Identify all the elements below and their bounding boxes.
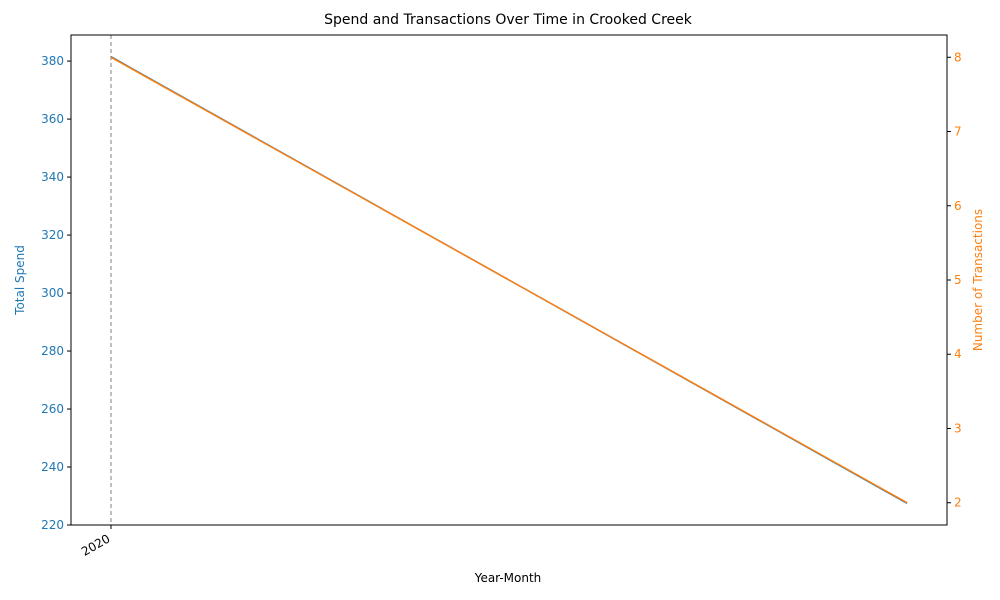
y-left-tick-label: 320 xyxy=(41,228,64,242)
y-right-tick-label: 5 xyxy=(954,273,962,287)
y-right-tick-label: 3 xyxy=(954,421,962,435)
y-right-axis-label: Number of Transactions xyxy=(971,209,985,351)
y-left-tick-label: 280 xyxy=(41,344,64,358)
x-axis-label: Year-Month xyxy=(474,571,542,585)
chart-title: Spend and Transactions Over Time in Croo… xyxy=(324,12,693,28)
plot-area: 220 240 260 280 300 320 340 360 380 2 3 4 5 6 7 8 2020 xyxy=(41,34,962,559)
y-left-tick-label: 220 xyxy=(41,518,64,532)
series-line-transactions xyxy=(110,56,908,504)
y-left-tick-label: 380 xyxy=(41,54,64,68)
y-left-tick-label: 360 xyxy=(41,112,64,126)
y-left-tick-label: 240 xyxy=(41,460,64,474)
y-right-tick-label: 6 xyxy=(954,199,962,213)
y-left-axis-label: Total Spend xyxy=(13,245,27,316)
y-right-tick-label: 4 xyxy=(954,347,962,361)
y-right-tick-label: 8 xyxy=(954,50,962,64)
y-right-tick-label: 7 xyxy=(954,125,962,139)
y-left-tick-label: 300 xyxy=(41,286,64,300)
y-left-tick-label: 260 xyxy=(41,402,64,416)
x-tick-label: 2020 xyxy=(79,531,112,558)
y-right-tick-label: 2 xyxy=(954,496,962,510)
y-left-tick-label: 340 xyxy=(41,170,64,184)
